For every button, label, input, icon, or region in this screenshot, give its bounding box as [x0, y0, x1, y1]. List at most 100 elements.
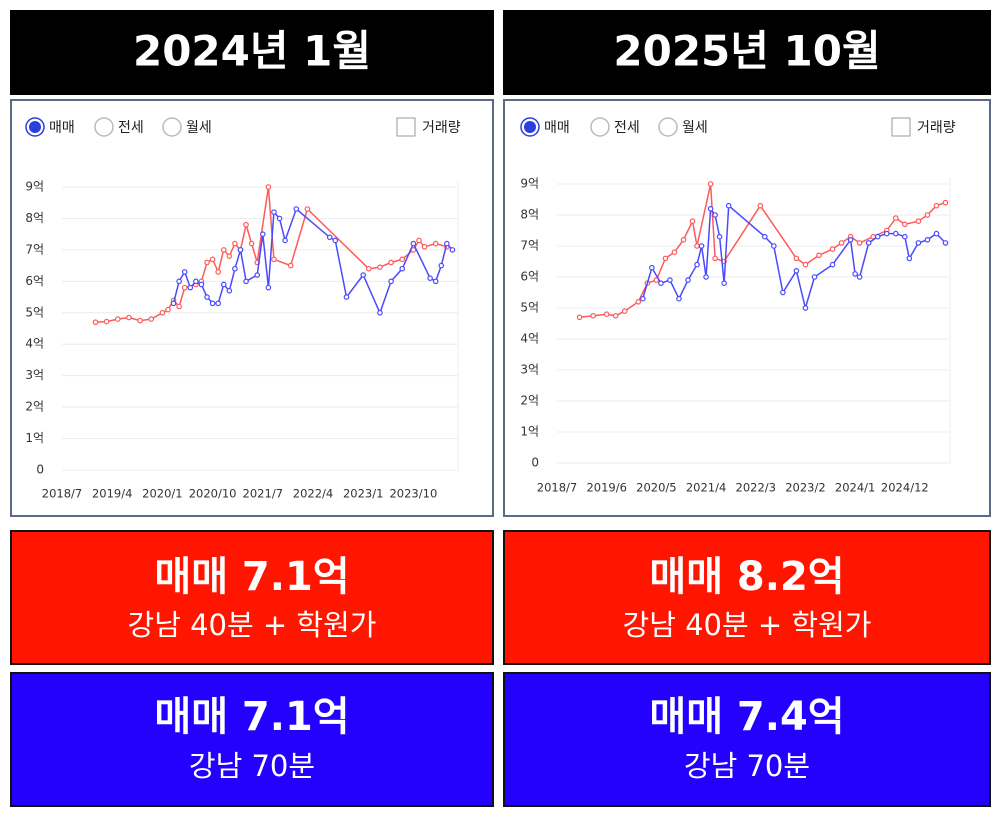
x-tick-label: 2020/10	[189, 487, 237, 501]
checkbox-label[interactable]: 거래량	[917, 120, 956, 136]
price-subtitle: 강남 40분 + 학원가	[128, 608, 377, 642]
point	[933, 202, 940, 209]
y-tick-label: 2억	[25, 400, 44, 414]
point	[265, 284, 272, 291]
point	[220, 281, 227, 288]
y-tick-label: 3억	[520, 363, 539, 377]
point	[421, 243, 428, 250]
point	[649, 264, 655, 271]
point	[159, 309, 166, 316]
point	[232, 265, 238, 272]
point	[942, 240, 949, 246]
radio-label[interactable]: 매매	[49, 120, 75, 136]
y-tick-label: 8억	[25, 211, 44, 225]
point	[215, 300, 221, 307]
point	[721, 280, 727, 287]
y-tick-label: 4억	[520, 332, 539, 346]
radio-label[interactable]: 전세	[614, 120, 640, 136]
y-tick-label: 7억	[25, 242, 44, 256]
y-tick-label: 6억	[25, 274, 44, 288]
point	[802, 305, 809, 311]
point	[761, 233, 768, 240]
checkbox-label[interactable]: 거래량	[422, 120, 461, 136]
y-tick-label: 5억	[25, 305, 44, 319]
point	[399, 256, 406, 263]
point	[360, 272, 366, 278]
y-tick-label: 4억	[25, 337, 44, 351]
point	[176, 278, 182, 285]
point	[915, 240, 922, 246]
point	[707, 206, 714, 212]
point	[427, 275, 433, 281]
point	[282, 237, 288, 244]
point	[243, 221, 249, 228]
point	[287, 262, 294, 269]
point	[635, 298, 642, 305]
point	[165, 306, 171, 313]
x-tick-label: 2024/1	[835, 481, 875, 495]
point	[126, 314, 132, 321]
x-tick-label: 2024/12	[881, 481, 929, 495]
point	[226, 287, 233, 294]
checkbox[interactable]	[396, 117, 416, 137]
point	[757, 202, 764, 209]
point	[271, 209, 277, 215]
header-title: 2024년 1월	[133, 27, 371, 76]
x-tick-label: 2019/6	[586, 481, 626, 495]
y-tick-label: 7억	[520, 239, 539, 253]
point	[254, 272, 261, 278]
point	[209, 300, 216, 307]
checkbox[interactable]	[891, 117, 911, 137]
point	[865, 240, 872, 246]
point	[232, 240, 238, 247]
point	[170, 300, 177, 307]
radio-label[interactable]: 매매	[544, 120, 570, 136]
point	[716, 233, 723, 240]
radio[interactable]	[94, 117, 114, 137]
point	[193, 278, 199, 285]
point	[181, 269, 188, 275]
radio[interactable]	[590, 117, 610, 137]
header-box	[10, 10, 494, 95]
point	[248, 240, 255, 247]
point	[856, 240, 863, 246]
radio-label[interactable]: 월세	[186, 120, 212, 136]
point	[92, 319, 99, 326]
point	[259, 231, 266, 237]
point	[612, 312, 619, 319]
radio-label[interactable]: 월세	[682, 120, 708, 136]
point	[662, 255, 669, 262]
point	[576, 314, 583, 321]
point	[265, 184, 272, 190]
point	[694, 243, 700, 249]
point	[892, 215, 899, 221]
point	[432, 240, 439, 247]
y-tick-label: 9억	[520, 177, 539, 191]
y-tick-label: 2억	[520, 394, 539, 408]
point	[416, 237, 422, 244]
point	[103, 318, 110, 325]
point	[793, 267, 800, 274]
x-tick-label: 2020/5	[636, 481, 676, 495]
point	[847, 237, 854, 243]
point	[685, 277, 691, 283]
header-box	[503, 10, 991, 95]
point	[187, 284, 194, 291]
point	[198, 281, 205, 288]
point	[829, 246, 836, 252]
radio[interactable]	[162, 117, 182, 137]
chart-panel	[10, 99, 494, 517]
radio-label[interactable]: 전세	[118, 120, 144, 136]
radio[interactable]	[658, 117, 678, 137]
point	[204, 294, 210, 300]
point	[226, 253, 233, 259]
point	[137, 317, 143, 324]
point	[621, 308, 628, 314]
point	[377, 264, 383, 270]
point	[852, 271, 858, 277]
point	[640, 295, 646, 302]
point	[658, 280, 664, 287]
price-title: 매매 8.2억	[649, 554, 844, 600]
point	[816, 252, 822, 259]
